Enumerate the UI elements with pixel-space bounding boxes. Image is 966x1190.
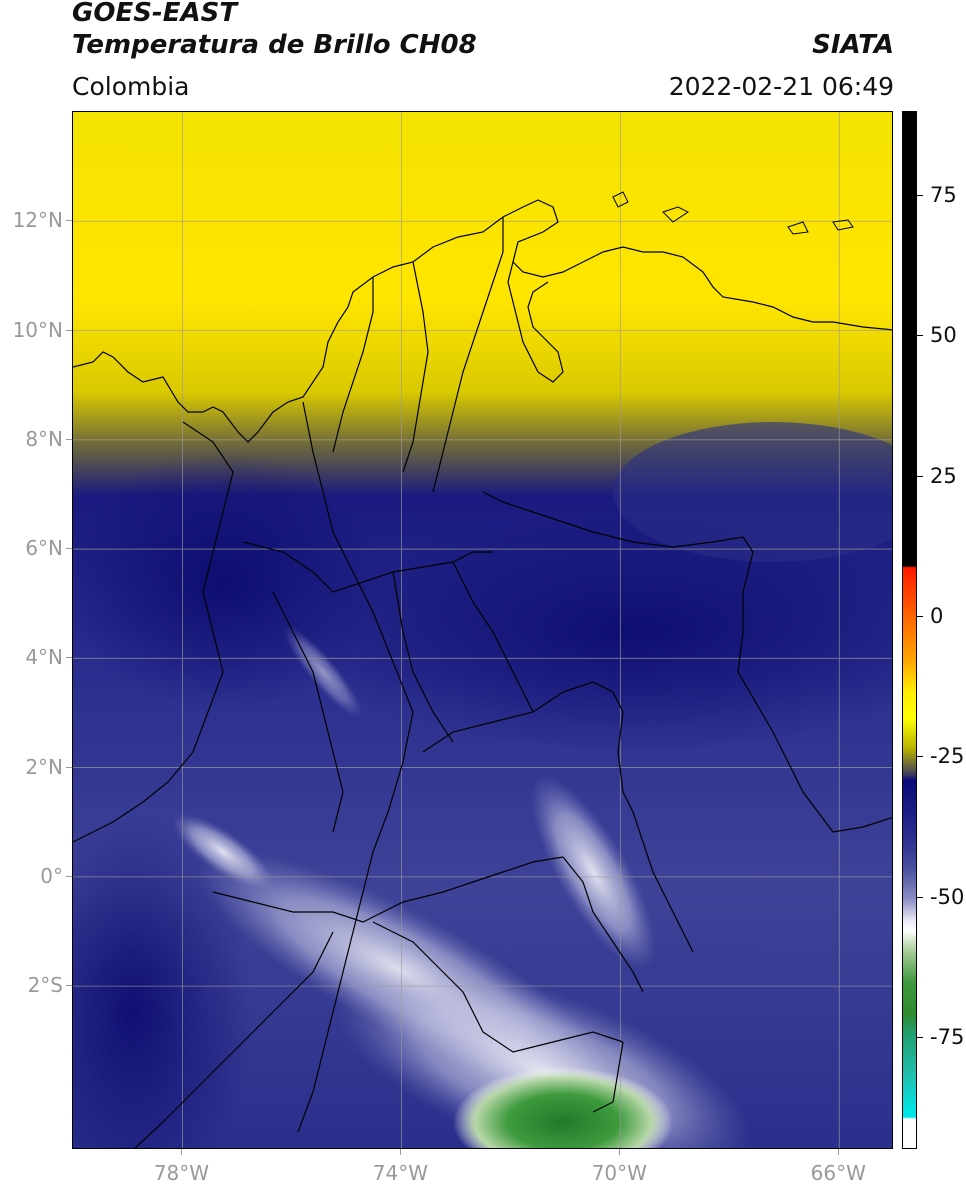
colorbar-tick-label: 50 bbox=[930, 323, 957, 348]
lon-tick-label: 74°W bbox=[372, 1161, 428, 1185]
islands bbox=[612, 191, 854, 235]
colorbar-tick-label: 25 bbox=[930, 463, 957, 488]
lat-tick-mark bbox=[66, 875, 72, 877]
lat-tick-mark bbox=[66, 657, 72, 659]
lat-tick-label: 2°N bbox=[25, 754, 63, 779]
borders bbox=[73, 199, 892, 1148]
colorbar bbox=[902, 111, 917, 1149]
colorbar-tick-label: -50 bbox=[930, 884, 965, 909]
lon-tick-mark bbox=[838, 1149, 840, 1155]
lat-tick-mark bbox=[66, 548, 72, 550]
colorbar-tick-mark bbox=[917, 475, 923, 477]
colorbar-tick-label: 0 bbox=[930, 603, 944, 628]
lat-tick-label: 12°N bbox=[12, 208, 63, 233]
colorbar-canvas bbox=[903, 112, 916, 1148]
lat-tick-label: 4°N bbox=[25, 645, 63, 670]
lat-tick-label: 10°N bbox=[12, 317, 63, 342]
lat-tick-label: 8°N bbox=[25, 426, 63, 451]
lon-tick-mark bbox=[400, 1149, 402, 1155]
colorbar-tick-mark bbox=[917, 896, 923, 898]
lat-tick-label: 6°N bbox=[25, 536, 63, 561]
lat-tick-label: 0° bbox=[40, 863, 63, 888]
region-label: Colombia bbox=[72, 72, 190, 101]
satellite-title: GOES-EAST bbox=[72, 0, 238, 28]
timestamp-label: 2022-02-21 06:49 bbox=[668, 72, 894, 101]
lat-tick-mark bbox=[66, 985, 72, 987]
colorbar-tick-mark bbox=[917, 335, 923, 337]
colorbar-tick-label: -75 bbox=[930, 1024, 965, 1049]
lon-tick-label: 70°W bbox=[591, 1161, 647, 1185]
colorbar-tick-mark bbox=[917, 195, 923, 197]
institution-label: SIATA bbox=[812, 30, 894, 60]
product-title: Temperatura de Brillo CH08 bbox=[72, 30, 477, 60]
colorbar-tick-mark bbox=[917, 615, 923, 617]
lat-tick-mark bbox=[66, 766, 72, 768]
lon-tick-label: 66°W bbox=[810, 1161, 866, 1185]
satellite-map[interactable] bbox=[72, 111, 893, 1149]
lat-tick-mark bbox=[66, 438, 72, 440]
lat-tick-mark bbox=[66, 329, 72, 331]
colorbar-tick-label: -25 bbox=[930, 744, 965, 769]
lon-tick-mark bbox=[619, 1149, 621, 1155]
lon-tick-label: 78°W bbox=[153, 1161, 210, 1185]
lat-tick-mark bbox=[66, 220, 72, 222]
lat-tick-label: 2°S bbox=[27, 973, 63, 998]
colorbar-tick-label: 75 bbox=[930, 183, 957, 208]
colorbar-tick-mark bbox=[917, 1036, 923, 1038]
map-canvas bbox=[73, 112, 892, 1148]
lon-tick-mark bbox=[181, 1149, 183, 1155]
colorbar-tick-mark bbox=[917, 756, 923, 758]
